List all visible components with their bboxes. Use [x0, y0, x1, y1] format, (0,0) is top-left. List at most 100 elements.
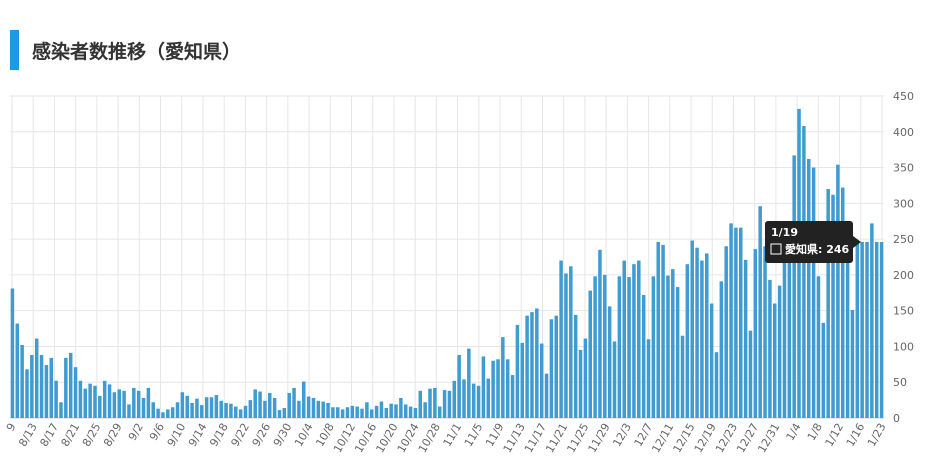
chart-bar[interactable] [122, 390, 126, 418]
chart-bar[interactable] [627, 277, 631, 418]
chart-bar[interactable] [695, 247, 699, 418]
chart-bar[interactable] [569, 266, 573, 418]
chart-bar[interactable] [326, 402, 330, 418]
chart-bar[interactable] [850, 309, 855, 418]
chart-bar[interactable] [238, 409, 243, 418]
chart-bar[interactable] [821, 322, 826, 418]
chart-bar[interactable] [219, 400, 223, 418]
chart-bar[interactable] [336, 407, 340, 418]
chart-bar[interactable] [399, 397, 403, 418]
chart-bar[interactable] [166, 409, 170, 418]
chart-bar[interactable] [656, 241, 660, 418]
chart-bar[interactable] [136, 390, 141, 418]
chart-bar[interactable] [234, 406, 238, 418]
chart-bar[interactable] [583, 338, 588, 418]
chart-bar[interactable] [671, 269, 675, 418]
chart-bar[interactable] [476, 385, 481, 418]
chart-bar[interactable] [15, 323, 20, 418]
chart-bar[interactable] [603, 274, 607, 418]
chart-bar[interactable] [272, 397, 277, 418]
chart-bar[interactable] [73, 367, 78, 418]
chart-bar[interactable] [680, 335, 685, 418]
chart-bar[interactable] [763, 246, 767, 418]
chart-bar[interactable] [773, 303, 777, 418]
chart-bar[interactable] [321, 401, 325, 418]
chart-bar[interactable] [360, 408, 364, 418]
chart-bar[interactable] [224, 402, 228, 418]
chart-bar[interactable] [214, 395, 219, 418]
chart-bar[interactable] [311, 397, 316, 418]
chart-bar[interactable] [59, 402, 63, 418]
chart-bar[interactable] [501, 337, 505, 418]
chart-bar[interactable] [593, 276, 597, 418]
chart-bar[interactable] [743, 259, 748, 418]
chart-bar[interactable] [607, 306, 612, 418]
chart-bar[interactable] [496, 359, 500, 418]
chart-bar[interactable] [433, 387, 437, 418]
chart-bar[interactable] [874, 241, 879, 418]
chart-bar[interactable] [467, 348, 471, 418]
chart-bar[interactable] [277, 410, 282, 418]
chart-bar[interactable] [306, 396, 311, 418]
chart-bar[interactable] [719, 281, 724, 418]
chart-bar[interactable] [530, 312, 534, 418]
chart-bar[interactable] [690, 240, 694, 418]
chart-bar[interactable] [462, 379, 466, 418]
chart-bar[interactable] [302, 381, 306, 418]
chart-bar[interactable] [578, 350, 583, 418]
chart-bar[interactable] [331, 407, 335, 418]
chart-bar[interactable] [811, 167, 816, 418]
chart-bar[interactable] [345, 407, 350, 418]
chart-bar[interactable] [685, 264, 690, 418]
chart-bar[interactable] [651, 276, 656, 418]
chart-bar[interactable] [180, 392, 185, 418]
chart-bar[interactable] [117, 389, 122, 418]
chart-bar[interactable] [505, 359, 510, 418]
chart-bar[interactable] [564, 273, 568, 418]
chart-bar[interactable] [559, 260, 563, 418]
chart-bar[interactable] [282, 407, 287, 418]
chart-bar[interactable] [612, 341, 617, 418]
chart-bar[interactable] [365, 402, 369, 418]
chart-bar[interactable] [98, 395, 102, 418]
chart-bar[interactable] [428, 388, 432, 418]
chart-bar[interactable] [156, 408, 160, 418]
chart-bar[interactable] [870, 223, 874, 418]
chart-bar[interactable] [132, 387, 136, 418]
chart-bar[interactable] [758, 206, 762, 418]
chart-bar[interactable] [389, 403, 393, 418]
chart-bar[interactable] [675, 287, 680, 418]
chart-bar[interactable] [855, 241, 860, 418]
chart-bar[interactable] [204, 397, 209, 418]
chart-bar[interactable] [797, 108, 801, 418]
chart-bar[interactable] [452, 380, 457, 418]
chart-bar[interactable] [83, 388, 88, 418]
chart-bar[interactable] [753, 249, 758, 418]
chart-bar[interactable] [539, 343, 544, 418]
chart-bar[interactable] [413, 407, 418, 418]
chart-bar[interactable] [88, 383, 92, 418]
chart-bar[interactable] [544, 373, 549, 418]
chart-bar[interactable] [423, 402, 427, 418]
chart-bar[interactable] [297, 400, 301, 418]
chart-bar[interactable] [161, 412, 165, 418]
chart-bar[interactable] [102, 380, 107, 418]
chart-bar[interactable] [93, 385, 97, 418]
chart-bar[interactable] [826, 189, 830, 418]
chart-bar[interactable] [190, 402, 194, 418]
chart-bar[interactable] [292, 387, 296, 418]
chart-bar[interactable] [229, 403, 233, 418]
chart-bar[interactable] [840, 187, 845, 418]
chart-bar[interactable] [554, 315, 559, 418]
chart-bar[interactable] [641, 294, 646, 418]
chart-bar[interactable] [54, 380, 58, 418]
chart-bar[interactable] [879, 241, 884, 418]
chart-bar[interactable] [860, 241, 864, 418]
chart-bar[interactable] [471, 383, 476, 418]
chart-bar[interactable] [403, 404, 408, 418]
chart-bar[interactable] [25, 369, 29, 418]
chart-bar[interactable] [10, 288, 15, 418]
chart-bar[interactable] [195, 398, 199, 418]
chart-bar[interactable] [78, 380, 83, 418]
chart-bar[interactable] [44, 365, 49, 418]
